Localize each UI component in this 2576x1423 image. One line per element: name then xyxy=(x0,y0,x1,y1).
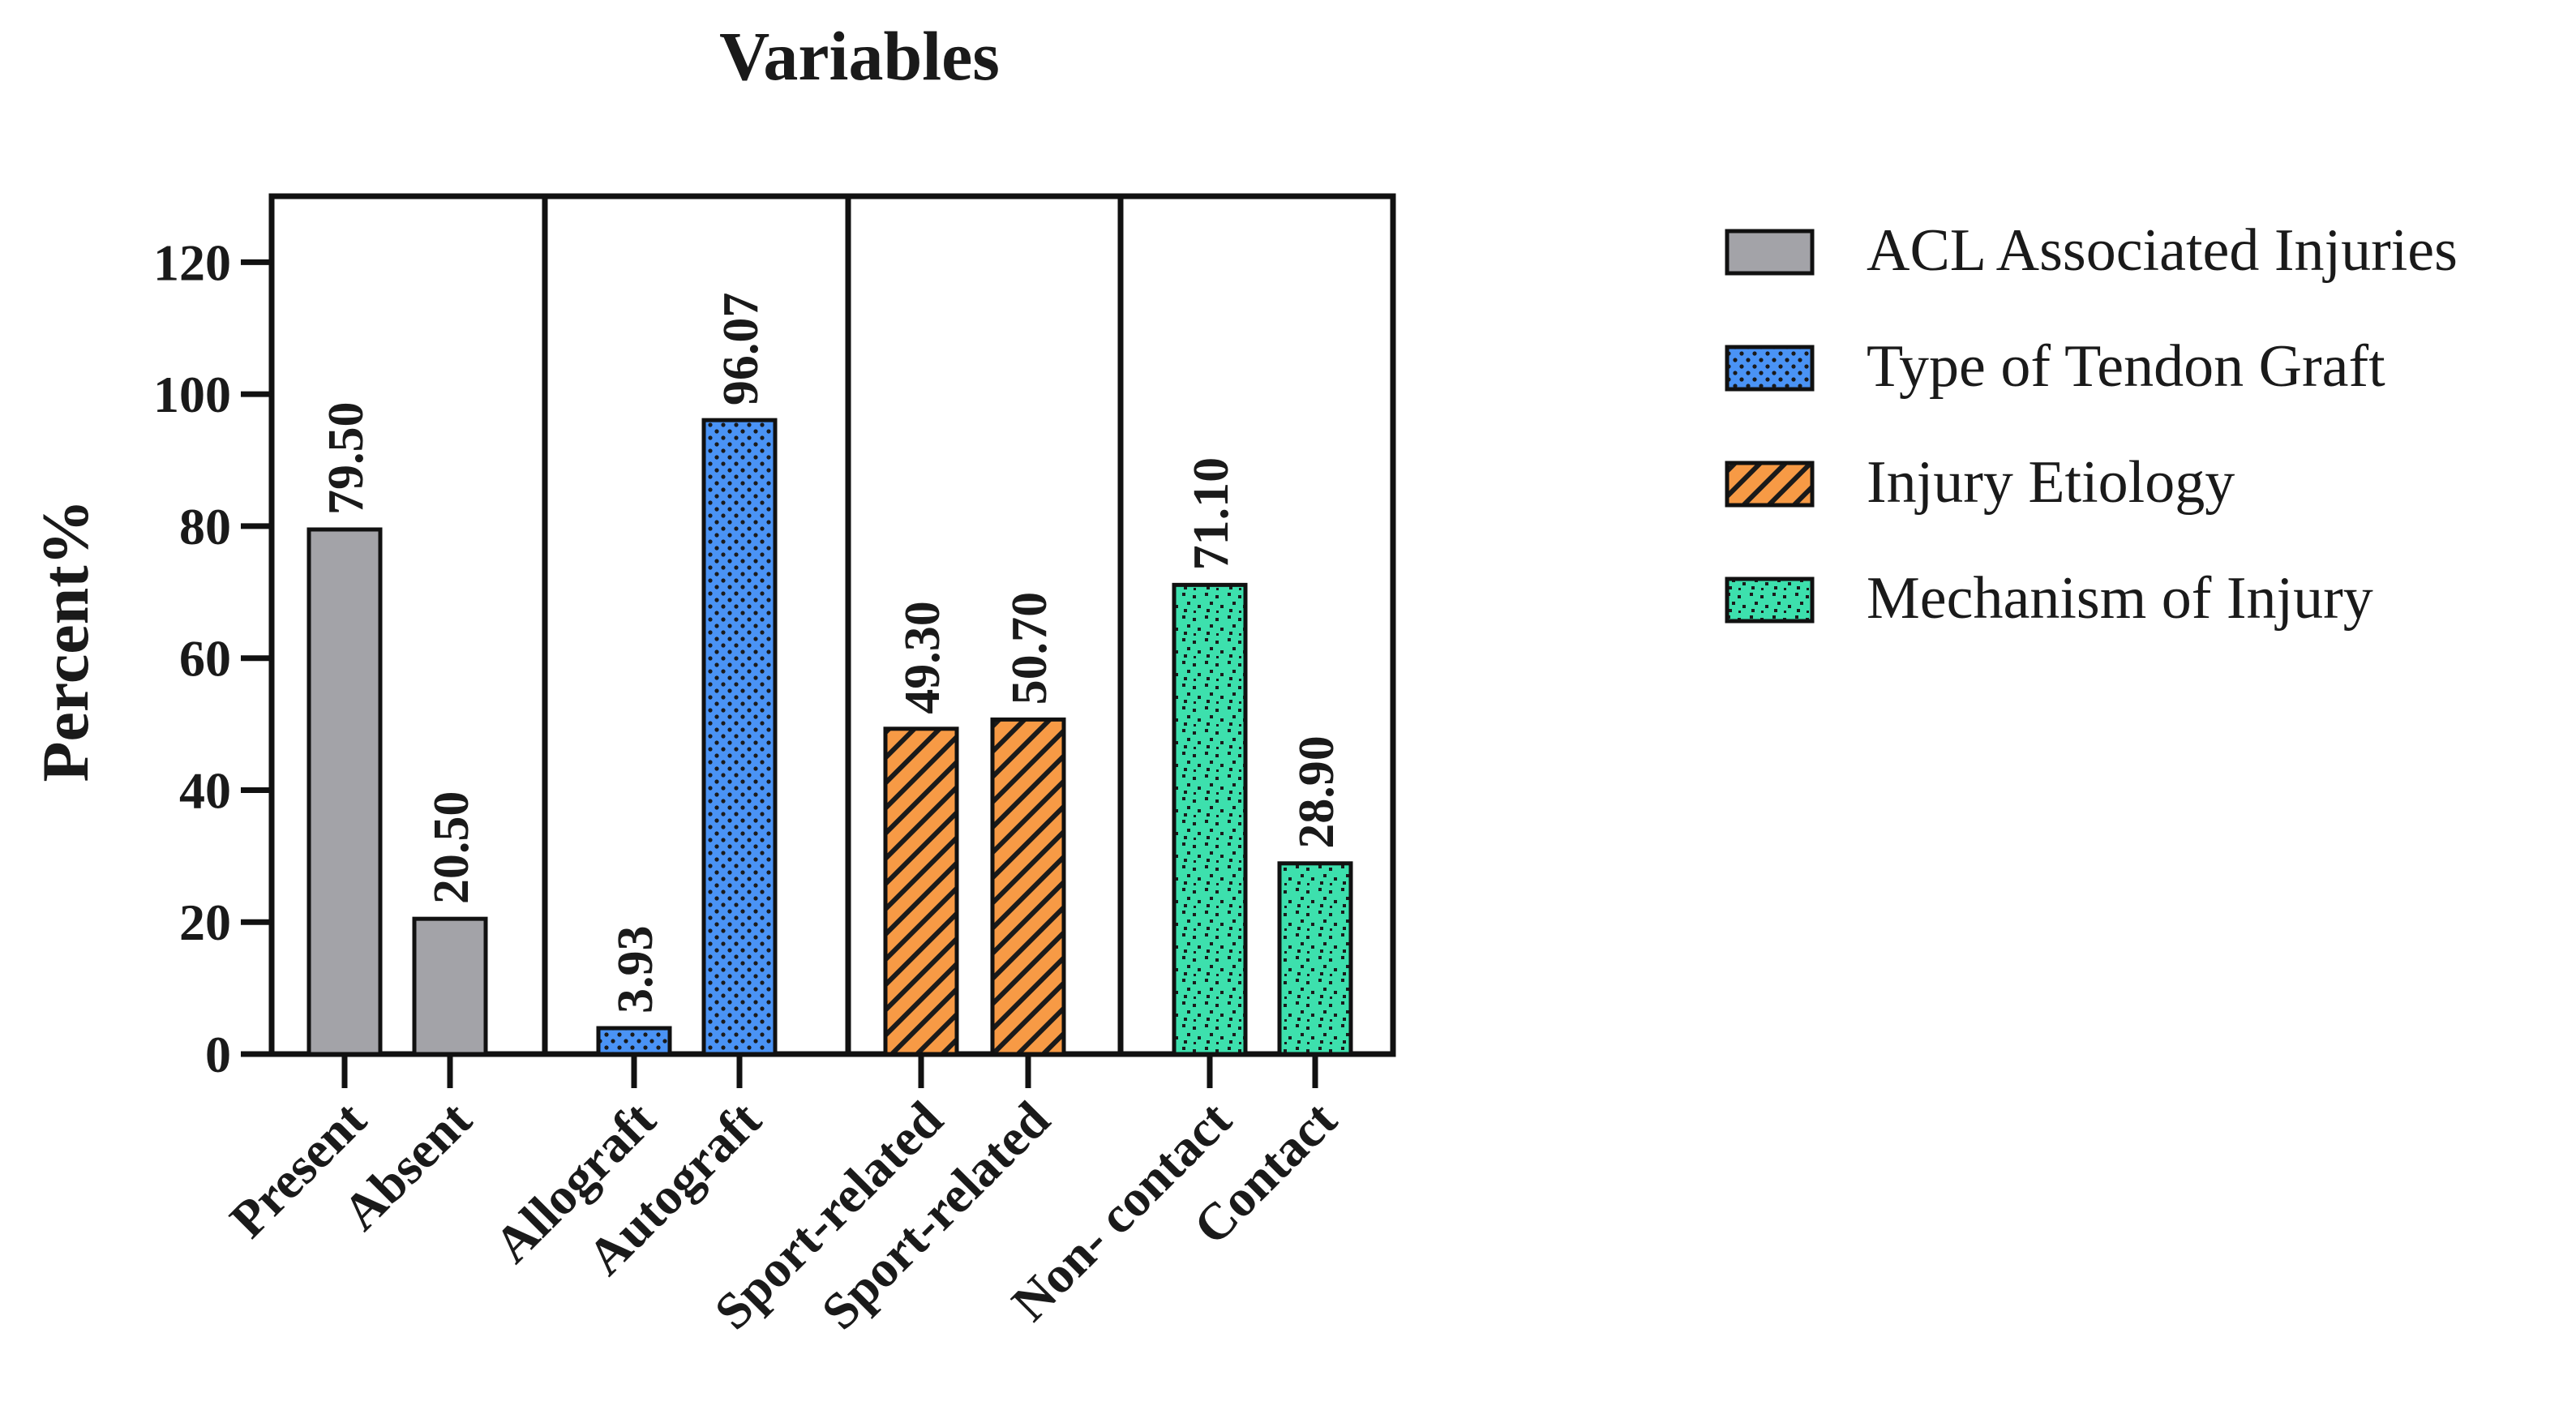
y-tick-label: 120 xyxy=(153,234,231,291)
y-tick-label: 20 xyxy=(179,894,231,951)
bar xyxy=(1277,861,1353,1057)
data-label: 79.50 xyxy=(319,401,374,515)
data-label: 71.10 xyxy=(1184,457,1239,571)
legend-swatch xyxy=(1725,229,1815,276)
bar xyxy=(990,717,1066,1057)
y-tick-label: 0 xyxy=(205,1026,231,1083)
legend-swatch xyxy=(1725,461,1815,508)
bar xyxy=(1172,582,1248,1057)
y-tick-label: 40 xyxy=(179,761,231,819)
y-tick-label: 100 xyxy=(153,366,231,423)
data-label: 3.93 xyxy=(608,926,663,1014)
legend-swatch xyxy=(1725,345,1815,392)
data-label: 49.30 xyxy=(895,601,950,714)
x-tick-label: Present xyxy=(219,1090,378,1249)
data-label: 28.90 xyxy=(1289,735,1344,849)
bar xyxy=(883,727,959,1057)
data-label: 20.50 xyxy=(424,791,479,905)
plot-frame xyxy=(268,193,1396,1057)
bar xyxy=(412,916,488,1057)
legend: ACL Associated Injuries Type of Tendon Gr… xyxy=(1725,217,2458,632)
legend-label: Mechanism of Injury xyxy=(1867,565,2373,632)
legend-label: Injury Etiology xyxy=(1867,449,2235,516)
y-tick-label: 80 xyxy=(179,498,231,555)
chart-title: Variables xyxy=(719,17,1000,95)
bar xyxy=(701,418,778,1057)
y-tick-label: 60 xyxy=(179,630,231,688)
legend-label: Type of Tendon Graft xyxy=(1867,333,2385,400)
bar xyxy=(306,527,383,1057)
bar xyxy=(596,1026,672,1057)
data-label: 96.07 xyxy=(714,293,769,406)
legend-label: ACL Associated Injuries xyxy=(1867,217,2458,284)
plot-area: 02040608010012079.50Present20.50Absent3.… xyxy=(153,193,1396,1340)
data-label: 50.70 xyxy=(1002,592,1057,705)
legend-swatch xyxy=(1725,576,1815,624)
y-axis-label: Percent% xyxy=(28,499,102,782)
